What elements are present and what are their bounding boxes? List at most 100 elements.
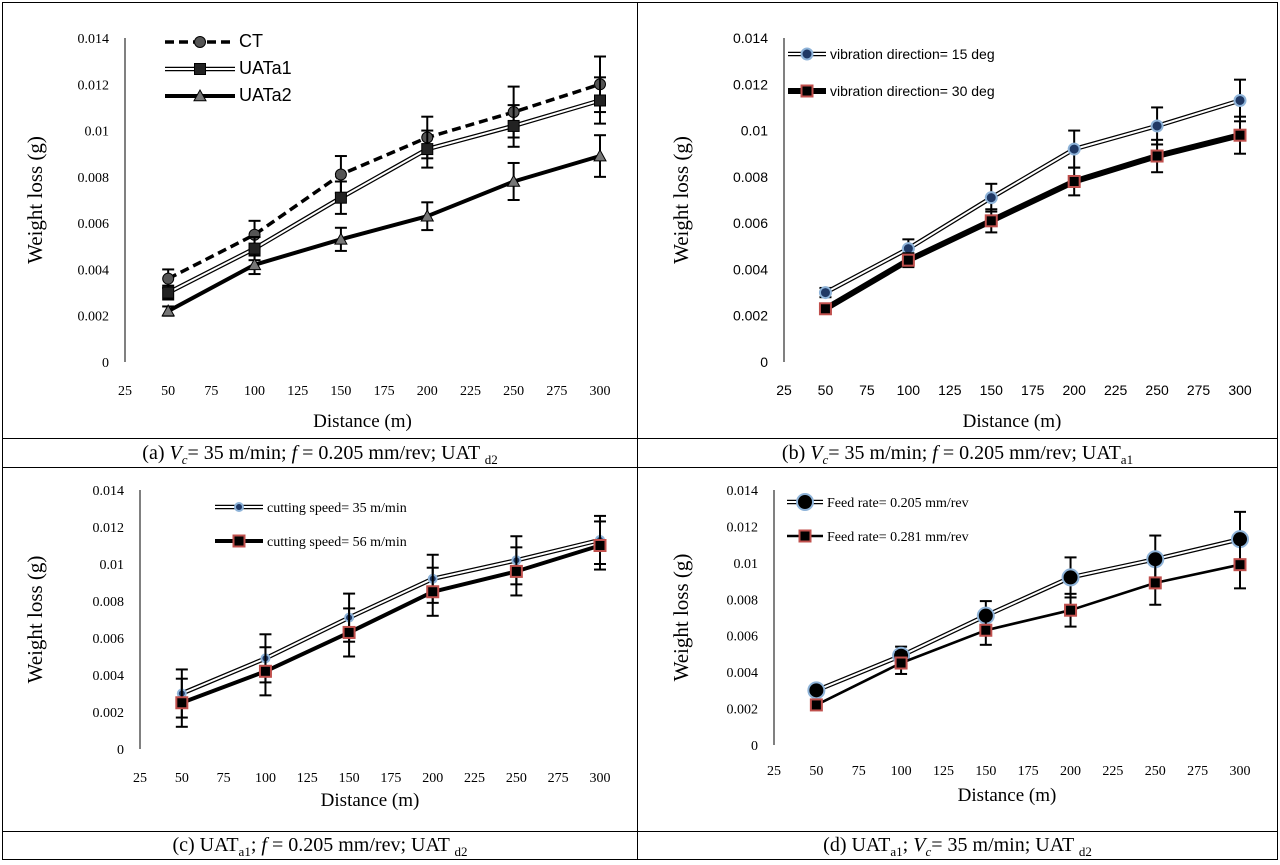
y-tick-label: 0.008 [727,593,759,608]
data-point [509,564,523,578]
series-c-1: cutting speed= 35 m/min [175,501,606,719]
y-tick-label: 0 [760,354,768,370]
x-tick-label: 250 [1145,764,1166,779]
data-point [984,214,998,228]
data-point [1150,119,1164,133]
data-point [420,209,435,222]
x-tick-label: 125 [287,384,308,399]
y-tick-label: 0.008 [733,169,768,185]
series-line [167,98,601,295]
x-axis-label: Distance (m) [321,790,420,811]
y-tick-label: 0.014 [78,32,110,47]
caption-b-vc-sub: c [822,452,829,467]
data-point [426,585,440,599]
caption-a-sub: d2 [484,452,498,467]
x-tick-label: 25 [767,764,781,779]
data-point [334,168,347,181]
x-tick-label: 250 [1145,382,1169,398]
series-line [815,537,1241,693]
legend-marker [796,493,814,511]
y-axis-label: Weight loss (g) [23,556,47,684]
x-tick-label: 25 [118,384,132,399]
x-tick-label: 175 [1018,764,1039,779]
y-tick-label: 0.012 [727,520,759,535]
x-tick-label: 175 [1021,382,1045,398]
x-tick-label: 275 [548,771,569,786]
series-line [167,154,601,313]
caption-c-part3: = 0.205 mm/rev; UAT [266,834,455,856]
series-line-inner [825,99,1241,294]
y-tick-label: 0.006 [93,632,125,647]
x-tick-label: 225 [1104,382,1128,398]
x-tick-label: 200 [1060,764,1081,779]
x-tick-label: 100 [891,764,912,779]
data-point [1061,568,1080,587]
x-tick-label: 50 [809,764,823,779]
data-point [162,272,175,285]
panel-d-caption-frame [637,831,1278,860]
series-line-inner [816,538,1241,692]
caption-b: (b) Vc= 35 m/min; f = 0.205 mm/rev; UATa… [637,440,1278,473]
x-tick-label: 150 [980,382,1004,398]
legend-label: Feed rate= 0.205 mm/rev [827,496,969,511]
caption-b-f: f [932,442,938,464]
y-tick-label: 0.01 [85,125,110,140]
x-tick-label: 300 [1230,764,1251,779]
legend-marker [798,529,812,543]
y-tick-label: 0.008 [78,171,110,186]
legend-label: UATa2 [239,85,292,105]
y-axis-label: Weight loss (g) [23,136,47,264]
legend-marker [234,502,244,512]
x-tick-label: 150 [975,764,996,779]
caption-c-prefix: (c) UAT [172,834,239,856]
x-axis-label: Distance (m) [313,411,412,432]
series-c-2: cutting speed= 56 m/min [175,520,607,728]
caption-c: (c) UATa1; f = 0.205 mm/rev; UAT d2 [2,832,638,865]
x-tick-label: 225 [464,771,485,786]
y-tick-label: 0.014 [727,484,759,499]
data-point [334,232,348,245]
x-tick-label: 275 [1187,382,1211,398]
caption-a: (a) Vc= 35 m/min; f = 0.205 mm/rev; UAT … [2,440,638,473]
y-axis-label: Weight loss (g) [669,136,693,264]
legend-label: CT [239,31,263,51]
y-tick-label: 0 [102,356,109,371]
data-point [593,539,607,552]
caption-a-prefix: (a) [142,442,170,464]
data-point [247,257,262,271]
x-tick-label: 300 [590,771,611,786]
data-point [1067,142,1081,156]
data-point [1233,128,1247,142]
series-d-1: Feed rate= 0.205 mm/rev [787,493,1249,700]
caption-d-sub2: d2 [1078,844,1092,859]
chart-a: 0 0.002 0.004 0.006 0.008 0.01 0.012 0.014 25 50 7… [23,31,611,432]
caption-d-part3: = 35 m/min; UAT [931,834,1079,856]
data-point [901,253,915,267]
x-tick-label: 150 [330,384,351,399]
data-point [258,664,272,678]
series-line [824,98,1241,295]
caption-b-prefix: (b) [781,442,811,464]
series-line [815,563,1241,707]
y-tick-label: 0.004 [93,669,125,684]
data-point [248,242,261,255]
caption-c-sub1: a1 [238,844,251,859]
y-tick-label: 0.002 [78,310,110,325]
x-tick-label: 25 [776,382,792,398]
chart-d: 0 0.002 0.004 0.006 0.008 0.01 0.012 0.014 25 50 7… [669,484,1251,806]
caption-a-vc-sub: c [181,452,188,467]
data-point [984,191,998,205]
series-b-2: vibration direction= 30 deg [788,83,1247,316]
legend-label: Feed rate= 0.281 mm/rev [827,530,969,545]
caption-b-part3: = 0.205 mm/rev; UAT [937,442,1121,464]
x-tick-label: 50 [161,384,175,399]
x-tick-label: 225 [460,384,481,399]
caption-b-sub: a1 [1120,452,1134,467]
data-point [807,681,826,700]
caption-a-part2: = 35 m/min; [187,442,292,464]
x-tick-label: 75 [217,771,231,786]
x-tick-label: 75 [204,384,218,399]
data-point [506,174,521,187]
x-tick-label: 50 [175,771,189,786]
x-tick-label: 100 [897,382,921,398]
